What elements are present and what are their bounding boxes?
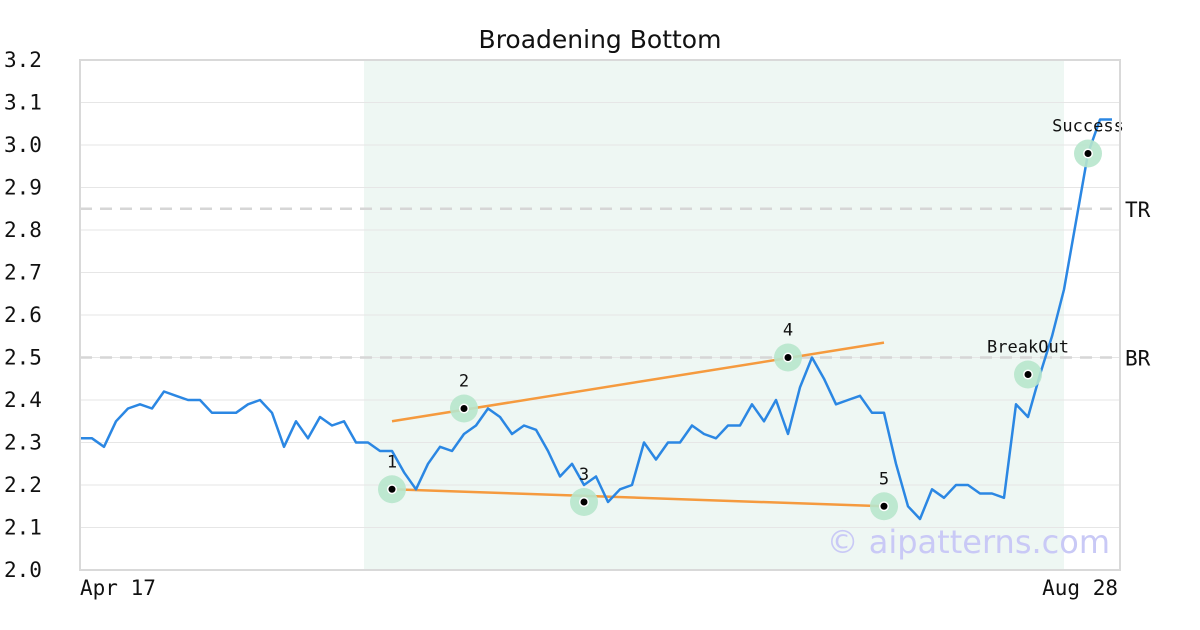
watermark-text: © aipatterns.com	[827, 523, 1110, 561]
point-marker	[580, 498, 588, 506]
chart-title: Broadening Bottom	[479, 25, 722, 54]
x-tick-label: Apr 17	[80, 576, 156, 600]
y-tick-label: 2.7	[4, 261, 42, 285]
y-tick-label: 3.0	[4, 133, 42, 157]
y-tick-label: 2.0	[4, 558, 42, 582]
price-line	[80, 118, 1112, 521]
point-label: 1	[387, 452, 397, 472]
point-label: 4	[783, 321, 793, 341]
point-label: 3	[579, 465, 589, 485]
y-tick-label: 2.5	[4, 346, 42, 370]
point-label: 2	[459, 372, 469, 392]
point-marker	[784, 354, 792, 361]
reference-line-label: BR	[1125, 347, 1151, 371]
point-marker	[460, 405, 468, 412]
point-marker	[1024, 371, 1032, 378]
point-marker	[880, 502, 888, 510]
y-tick-label: 2.2	[4, 473, 42, 497]
y-tick-label: 3.1	[4, 91, 42, 115]
point-label: 5	[879, 469, 889, 489]
reference-line-label: TR	[1125, 198, 1151, 222]
y-tick-label: 3.2	[4, 48, 42, 72]
x-tick-label: Aug 28	[1042, 576, 1118, 600]
y-tick-label: 2.1	[4, 516, 42, 540]
y-tick-label: 2.8	[4, 218, 42, 242]
point-label: Success	[1052, 117, 1124, 137]
y-tick-label: 2.3	[4, 431, 42, 455]
plot-frame	[79, 59, 1121, 571]
y-tick-label: 2.6	[4, 303, 42, 327]
y-tick-label: 2.9	[4, 176, 42, 200]
point-marker	[388, 485, 396, 493]
y-tick-label: 2.4	[4, 388, 42, 412]
trendline	[391, 488, 885, 508]
point-label: BreakOut	[987, 338, 1069, 358]
point-marker	[1084, 150, 1092, 157]
